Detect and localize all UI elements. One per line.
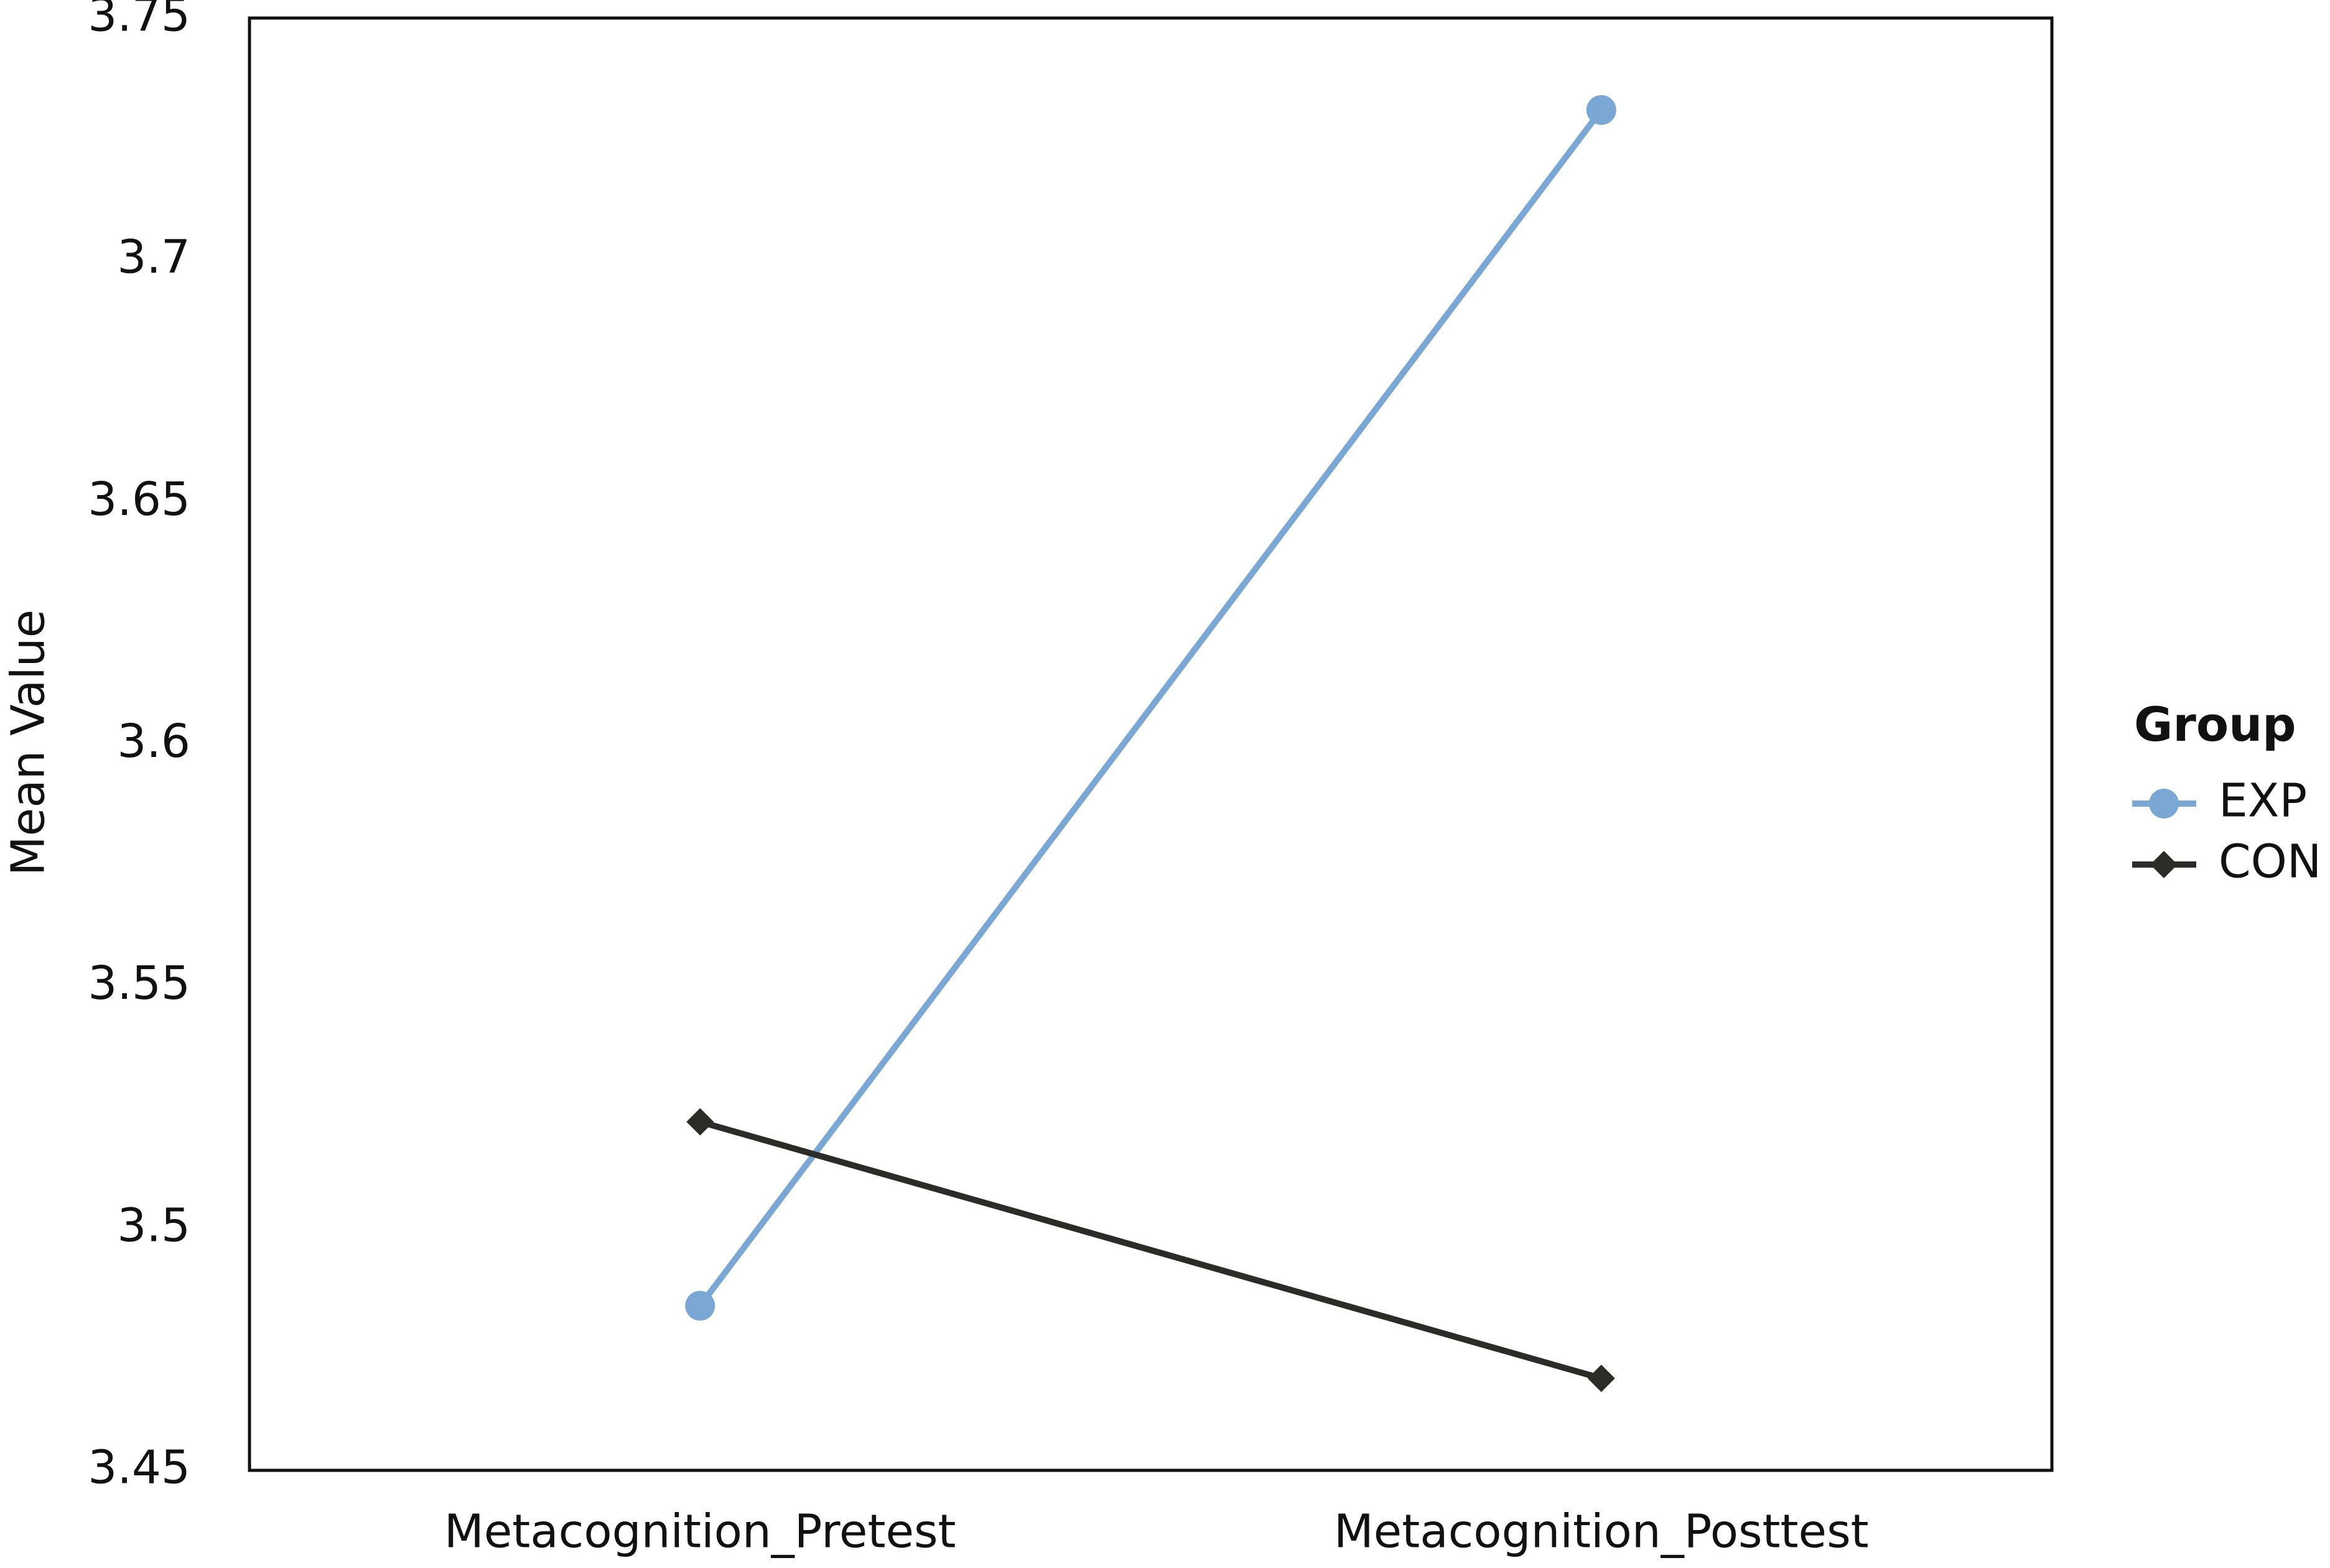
y-tick-label: 3.7 — [117, 231, 190, 284]
plot-frame — [248, 16, 2054, 1472]
data-point — [1587, 1365, 1615, 1393]
y-tick-label: 3.6 — [117, 715, 190, 768]
x-tick-label: Metacognition_Pretest — [444, 1505, 956, 1559]
y-tick-label: 3.65 — [88, 473, 190, 526]
y-axis-label: Mean Value — [2, 610, 55, 876]
series-line — [699, 1118, 1603, 1381]
y-tick-label: 3.5 — [117, 1199, 190, 1252]
legend-label: CON — [2219, 835, 2321, 889]
y-tick-label: 3.55 — [88, 957, 190, 1010]
legend-marker — [2149, 789, 2179, 819]
data-point — [1586, 95, 1616, 125]
y-tick-label: 3.45 — [88, 1441, 190, 1495]
series-line — [697, 108, 1604, 1308]
legend-marker — [2150, 851, 2178, 878]
data-point — [686, 1108, 714, 1136]
data-point — [685, 1291, 715, 1321]
y-tick-label: 3.75 — [88, 0, 190, 42]
legend-title: Group — [2134, 697, 2296, 752]
x-tick-label: Metacognition_Posttest — [1334, 1505, 1869, 1559]
legend-label: EXP — [2219, 774, 2307, 828]
